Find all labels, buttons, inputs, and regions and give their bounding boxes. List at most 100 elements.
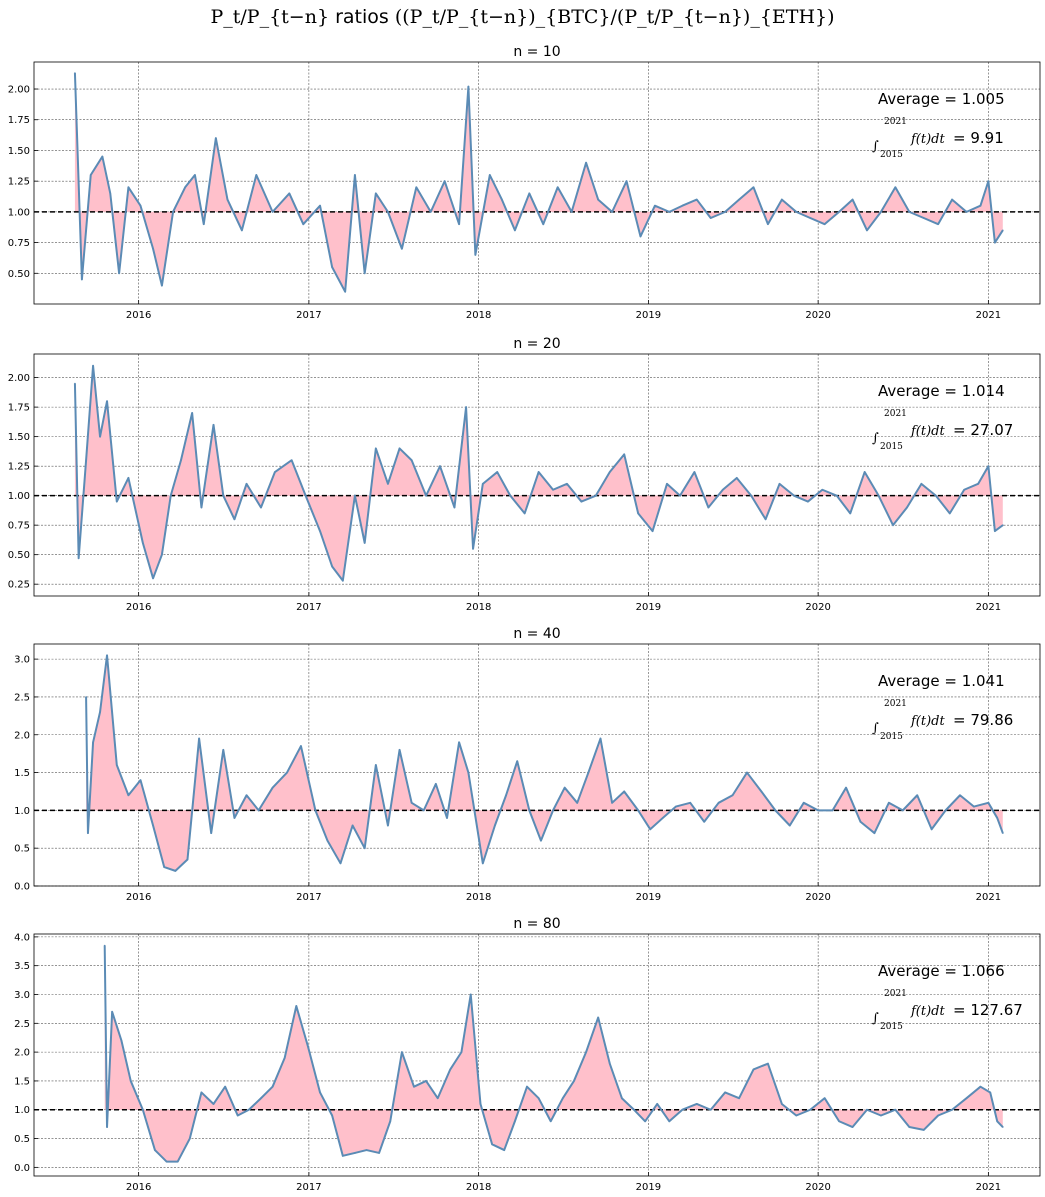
x-tick-label: 2020	[805, 892, 830, 903]
data-point	[707, 506, 710, 509]
data-point	[387, 483, 389, 485]
data-point	[935, 494, 937, 497]
data-point	[465, 406, 467, 408]
data-point	[74, 72, 76, 74]
data-point	[354, 494, 356, 497]
data-point	[120, 1039, 123, 1042]
data-point	[597, 1016, 599, 1019]
x-tick-label: 2017	[296, 892, 321, 903]
data-point	[202, 223, 205, 225]
data-point	[866, 1108, 868, 1111]
data-point	[248, 1108, 250, 1111]
data-point	[537, 471, 540, 473]
data-point	[695, 198, 698, 201]
data-point	[666, 483, 668, 485]
data-point	[387, 824, 389, 827]
integral-upper-limit: 2021	[884, 989, 907, 999]
data-point	[103, 944, 106, 947]
chart-panel-n80: n = 80 2016 2017 2018 2019 2020 2021 0.0 0.5 1.0 1…	[14, 916, 1041, 1193]
y-tick-label: 0.0	[14, 1163, 30, 1174]
integral-lower-limit: 2015	[880, 442, 903, 452]
data-point	[274, 471, 276, 473]
x-tick-label: 2016	[126, 310, 151, 321]
y-tick-label: 1.25	[8, 462, 30, 473]
data-point	[880, 211, 882, 213]
data-point	[307, 1045, 309, 1048]
data-point	[866, 229, 868, 232]
y-tick-label: 2.0	[14, 1048, 30, 1059]
plot-frame	[33, 61, 1041, 305]
data-point	[260, 506, 262, 509]
data-point	[587, 771, 590, 774]
y-tick-label: 1.50	[8, 146, 30, 157]
data-point	[599, 737, 602, 740]
data-point	[351, 824, 354, 827]
integral-value: = 9.91	[953, 129, 1004, 147]
data-point	[99, 435, 101, 438]
data-point	[200, 506, 203, 509]
data-point	[344, 290, 346, 293]
data-point	[608, 471, 611, 473]
data-point	[429, 211, 432, 213]
data-point	[781, 1103, 783, 1105]
data-point	[152, 824, 154, 827]
data-point	[241, 229, 243, 232]
data-point	[176, 1160, 179, 1163]
data-point	[472, 547, 474, 550]
x-tick-label: 2021	[976, 602, 1001, 613]
data-point	[922, 217, 925, 219]
integral-sign: ∫	[872, 721, 879, 736]
data-point	[139, 779, 142, 781]
chart-panel-n40: n = 40 2016 2017 2018 2019 2020 2021 0.0 0.5 1.0 1…	[14, 626, 1041, 903]
data-point	[611, 802, 613, 804]
y-tick-label: 2.5	[14, 1019, 30, 1030]
data-point	[271, 1085, 274, 1088]
data-point	[398, 447, 401, 450]
data-point	[625, 180, 628, 182]
data-point	[435, 783, 437, 785]
data-point	[106, 1126, 108, 1128]
data-point	[482, 483, 484, 485]
integral-sign: ∫	[872, 431, 879, 446]
data-point	[523, 512, 526, 515]
data-point	[989, 1091, 992, 1094]
data-point	[482, 862, 484, 865]
integral-lower-limit: 2015	[880, 150, 903, 160]
y-tick-label: 4.0	[14, 932, 30, 943]
data-point	[354, 1152, 356, 1154]
data-point	[838, 211, 840, 213]
data-point	[92, 365, 94, 367]
data-point	[212, 424, 215, 426]
data-point	[528, 809, 531, 812]
data-point	[977, 483, 979, 485]
data-point	[595, 494, 597, 497]
integral-sign: ∫	[872, 1011, 879, 1026]
data-point	[922, 1129, 925, 1131]
data-point	[410, 802, 413, 804]
data-point	[894, 1108, 897, 1111]
integral-sign: ∫	[872, 139, 879, 154]
data-point	[186, 858, 189, 861]
data-point	[849, 512, 852, 515]
data-point	[422, 809, 425, 812]
data-point	[901, 809, 904, 812]
data-point	[180, 459, 182, 462]
x-tick-label: 2020	[805, 602, 830, 613]
data-point	[709, 1108, 712, 1111]
data-point	[979, 204, 982, 207]
data-point	[767, 1062, 769, 1065]
data-point	[908, 1126, 911, 1128]
data-point	[378, 1152, 380, 1154]
data-point	[290, 459, 293, 462]
data-point	[169, 494, 172, 497]
data-point	[623, 790, 626, 793]
series-line	[73, 364, 1004, 582]
data-point	[764, 518, 767, 521]
y-tick-label: 0.0	[14, 882, 30, 893]
data-point	[746, 771, 748, 774]
data-point	[449, 1068, 452, 1071]
integral-lower-limit: 2015	[880, 732, 903, 742]
data-point	[425, 494, 427, 497]
x-tick-label: 2018	[466, 310, 491, 321]
y-tick-label: 0.75	[8, 238, 30, 249]
